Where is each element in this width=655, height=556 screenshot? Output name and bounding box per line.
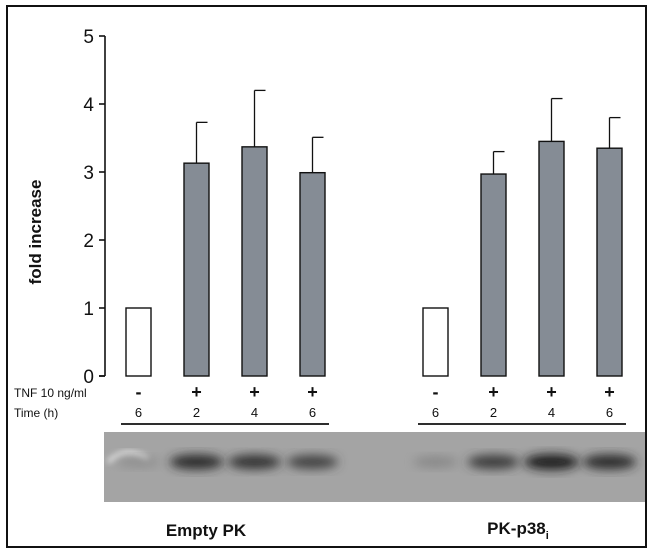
time-value-g2-2: 2 xyxy=(490,405,497,420)
y-tick-label-2: 2 xyxy=(83,231,94,252)
bar-g2-1 xyxy=(422,307,449,377)
figure-frame: 0 1 2 3 4 5 fold increase TNF 10 ng/ml Time (… xyxy=(6,5,647,548)
blot-band-2 xyxy=(169,454,224,470)
blot-band-4 xyxy=(286,455,339,469)
y-tick-label-4: 4 xyxy=(83,95,94,116)
blot-band-1 xyxy=(116,457,161,467)
time-value-g2-3: 4 xyxy=(548,405,555,420)
time-value-g2-1: 6 xyxy=(432,405,439,420)
tnf-sign-g2-2: + xyxy=(488,382,499,402)
y-tick-label-5: 5 xyxy=(83,27,94,48)
tnf-sign-g2-1: - xyxy=(433,382,439,402)
y-axis-label: fold increase xyxy=(26,180,45,285)
bar-g2-2 xyxy=(480,173,507,377)
bar-g1-3 xyxy=(241,146,268,377)
time-value-g1-3: 4 xyxy=(251,405,258,420)
blot-band-7 xyxy=(523,454,580,470)
fold-increase-bar-chart: 0 1 2 3 4 5 fold increase TNF 10 ng/ml Time (… xyxy=(14,27,645,542)
tnf-sign-g1-1: - xyxy=(136,382,142,402)
group-label-pk-p38: PK-p38i xyxy=(487,519,549,542)
bar-g1-2 xyxy=(183,162,210,377)
time-value-g1-4: 6 xyxy=(309,405,316,420)
time-value-g1-2: 2 xyxy=(193,405,200,420)
bar-g1-4 xyxy=(299,171,326,377)
tnf-row-label: TNF 10 ng/ml xyxy=(14,386,87,400)
time-value-g2-4: 6 xyxy=(606,405,613,420)
blot-band-8 xyxy=(582,454,637,470)
tnf-sign-g1-2: + xyxy=(191,382,202,402)
blot-band-5 xyxy=(413,456,458,468)
western-blot-image xyxy=(104,432,645,502)
blot-band-6 xyxy=(467,455,520,469)
y-tick-label-3: 3 xyxy=(83,163,94,184)
time-value-g1-1: 6 xyxy=(135,405,142,420)
bar-g1-1 xyxy=(125,307,152,377)
y-tick-label-0: 0 xyxy=(83,367,94,388)
blot-band-3 xyxy=(228,454,281,470)
tnf-sign-g1-4: + xyxy=(307,382,318,402)
tnf-sign-g1-3: + xyxy=(249,382,260,402)
bar-g2-4 xyxy=(596,147,623,377)
group-label-empty-pk: Empty PK xyxy=(166,521,247,540)
tnf-sign-g2-3: + xyxy=(546,382,557,402)
y-tick-label-1: 1 xyxy=(83,299,94,320)
bar-g2-3 xyxy=(538,140,565,377)
time-row-label: Time (h) xyxy=(14,406,58,420)
tnf-sign-g2-4: + xyxy=(604,382,615,402)
